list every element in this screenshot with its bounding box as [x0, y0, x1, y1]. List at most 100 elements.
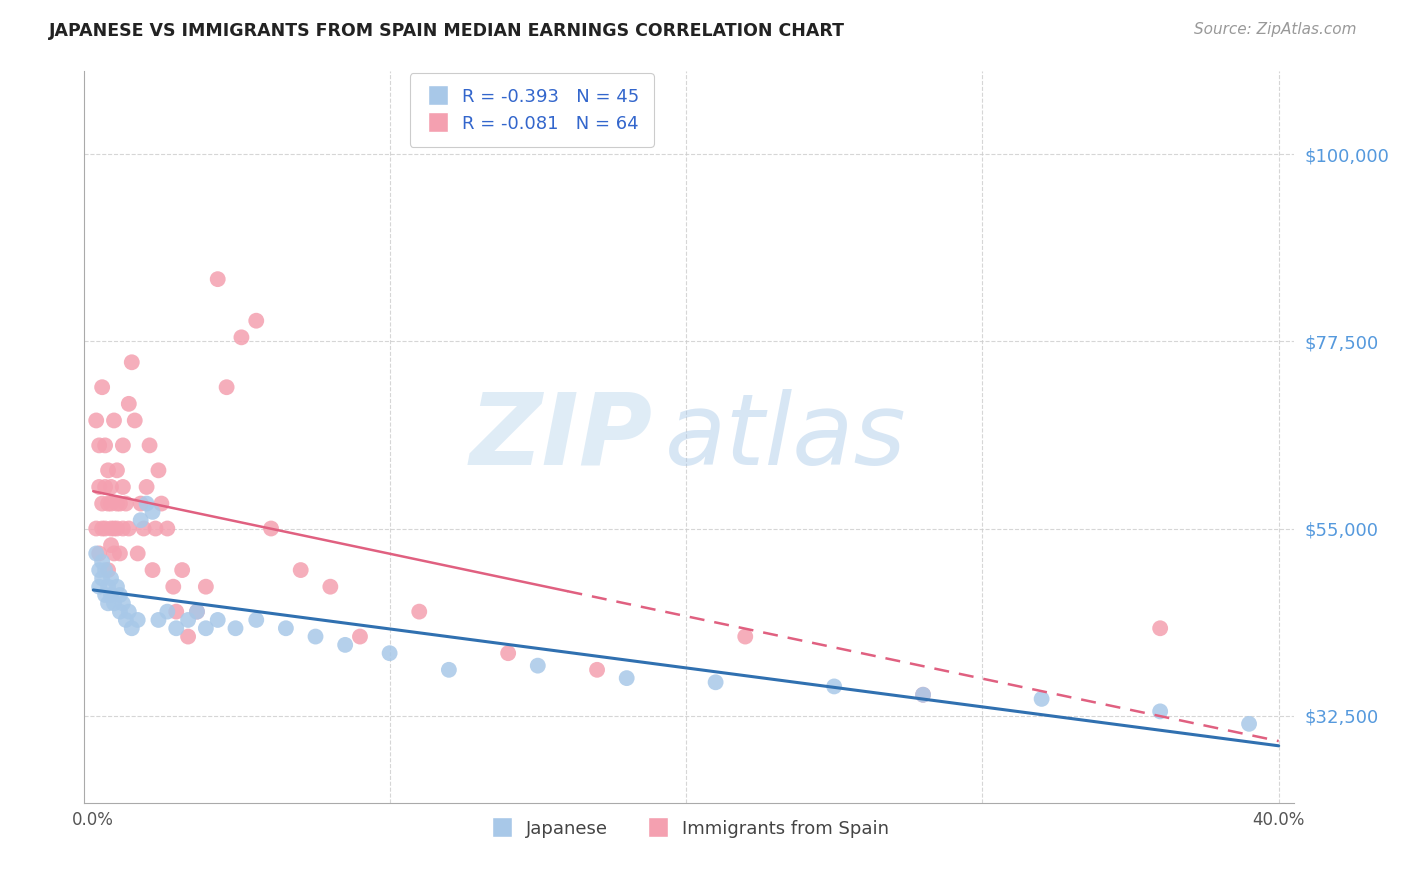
Point [127, 546, 149, 560]
Point [97, 563, 120, 577]
Point [105, 521, 128, 535]
Point [115, 497, 138, 511]
Point [121, 621, 143, 635]
Point [135, 480, 157, 494]
Point [121, 355, 143, 369]
Point [91, 521, 114, 535]
Point [100, 571, 122, 585]
Point [616, 671, 638, 685]
Point [1031, 692, 1053, 706]
Point [100, 588, 122, 602]
Point [912, 688, 935, 702]
Point [165, 605, 187, 619]
Point [148, 613, 170, 627]
Point [97, 596, 120, 610]
Point [349, 630, 371, 644]
Text: JAPANESE VS IMMIGRANTS FROM SPAIN MEDIAN EARNINGS CORRELATION CHART: JAPANESE VS IMMIGRANTS FROM SPAIN MEDIAN… [49, 22, 845, 40]
Point [91, 380, 114, 394]
Point [912, 688, 935, 702]
Point [333, 638, 356, 652]
Point [319, 580, 342, 594]
Point [186, 605, 208, 619]
Point [111, 480, 134, 494]
Point [94, 521, 117, 535]
Point [165, 621, 187, 635]
Point [177, 613, 200, 627]
Point [105, 463, 128, 477]
Point [100, 480, 122, 494]
Legend: Japanese, Immigrants from Spain: Japanese, Immigrants from Spain [481, 813, 897, 845]
Point [704, 675, 727, 690]
Point [437, 663, 460, 677]
Point [105, 580, 128, 594]
Point [91, 571, 114, 585]
Text: atlas: atlas [665, 389, 907, 485]
Point [194, 621, 217, 635]
Point [94, 480, 117, 494]
Text: ZIP: ZIP [470, 389, 652, 485]
Point [1149, 621, 1171, 635]
Point [290, 563, 312, 577]
Point [823, 680, 845, 694]
Point [108, 497, 131, 511]
Point [118, 521, 141, 535]
Point [118, 397, 141, 411]
Point [245, 613, 267, 627]
Point [527, 658, 550, 673]
Point [156, 605, 179, 619]
Point [94, 563, 117, 577]
Point [103, 521, 125, 535]
Point [91, 555, 114, 569]
Point [89, 580, 111, 594]
Point [586, 663, 609, 677]
Point [89, 480, 111, 494]
Point [135, 497, 157, 511]
Point [89, 546, 111, 560]
Point [496, 646, 519, 660]
Point [408, 605, 430, 619]
Point [97, 463, 120, 477]
Point [108, 588, 131, 602]
Point [129, 497, 152, 511]
Point [115, 613, 138, 627]
Point [84, 413, 107, 427]
Point [215, 380, 238, 394]
Point [108, 605, 131, 619]
Point [97, 497, 120, 511]
Point [105, 497, 128, 511]
Point [156, 521, 179, 535]
Point [127, 613, 149, 627]
Text: Source: ZipAtlas.com: Source: ZipAtlas.com [1194, 22, 1357, 37]
Point [304, 630, 326, 644]
Point [124, 413, 146, 427]
Point [84, 546, 107, 560]
Point [132, 521, 155, 535]
Point [231, 330, 253, 344]
Point [378, 646, 401, 660]
Point [177, 630, 200, 644]
Point [225, 621, 247, 635]
Point [108, 546, 131, 560]
Point [162, 580, 184, 594]
Point [1237, 716, 1260, 731]
Point [89, 438, 111, 452]
Point [141, 505, 163, 519]
Point [148, 463, 170, 477]
Point [91, 497, 114, 511]
Point [150, 497, 173, 511]
Point [129, 513, 152, 527]
Point [186, 605, 208, 619]
Point [260, 521, 283, 535]
Point [100, 497, 122, 511]
Point [141, 563, 163, 577]
Point [103, 596, 125, 610]
Point [84, 521, 107, 535]
Point [94, 588, 117, 602]
Point [207, 272, 229, 286]
Point [138, 438, 160, 452]
Point [100, 521, 122, 535]
Point [1149, 705, 1171, 719]
Point [100, 538, 122, 552]
Point [103, 413, 125, 427]
Point [118, 605, 141, 619]
